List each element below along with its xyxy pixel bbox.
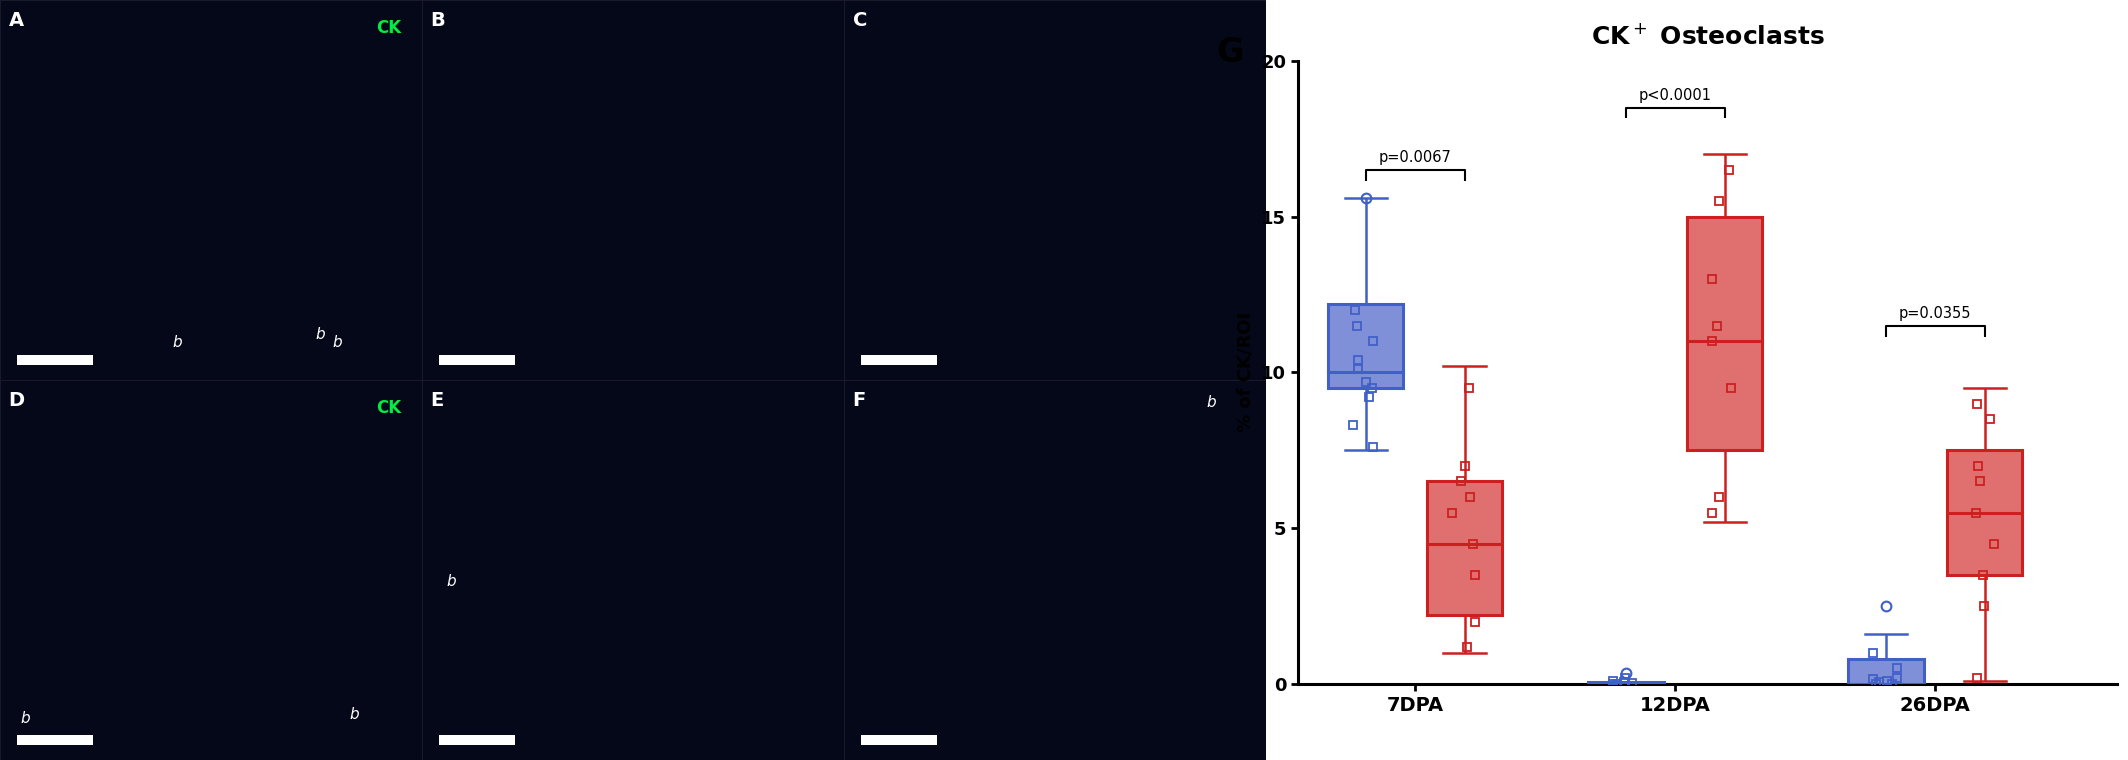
Bar — [845, 0, 1266, 380]
Bar — [1426, 482, 1502, 616]
Text: b: b — [172, 334, 183, 350]
Bar — [862, 736, 936, 745]
Bar — [0, 0, 421, 380]
Text: C: C — [853, 11, 866, 30]
Bar — [17, 736, 94, 745]
Text: A: A — [9, 11, 23, 30]
Bar — [845, 0, 1266, 380]
Text: b: b — [1207, 395, 1215, 410]
Bar — [438, 356, 515, 365]
Bar — [421, 0, 845, 380]
Text: b: b — [315, 327, 326, 342]
Text: b: b — [349, 707, 360, 722]
Text: p=0.0067: p=0.0067 — [1379, 150, 1451, 165]
Text: D: D — [9, 391, 26, 410]
Text: b: b — [332, 334, 343, 350]
Text: G: G — [1215, 36, 1243, 69]
Text: F: F — [853, 391, 866, 410]
Text: CK: CK — [377, 399, 400, 417]
Bar — [862, 356, 936, 365]
Bar — [438, 736, 515, 745]
Bar — [1688, 217, 1762, 450]
Text: p=0.0355: p=0.0355 — [1898, 306, 1971, 321]
Text: B: B — [430, 11, 445, 30]
Y-axis label: % of CK/ROI: % of CK/ROI — [1236, 312, 1253, 432]
Text: E: E — [430, 391, 445, 410]
Bar — [845, 380, 1266, 760]
Bar — [1587, 682, 1664, 684]
Bar — [0, 380, 421, 760]
Title: CK$^+$ Osteoclasts: CK$^+$ Osteoclasts — [1592, 24, 1824, 49]
Text: p<0.0001: p<0.0001 — [1639, 88, 1711, 103]
Text: CK: CK — [377, 19, 400, 37]
Text: b: b — [447, 574, 455, 589]
Bar — [421, 380, 845, 760]
Bar — [17, 356, 94, 365]
Bar — [0, 0, 421, 380]
Bar — [1947, 450, 2022, 575]
Bar — [421, 380, 845, 760]
Bar — [421, 0, 845, 380]
Text: b: b — [21, 711, 30, 726]
Bar — [1328, 304, 1404, 388]
Bar — [845, 380, 1266, 760]
Bar — [0, 380, 421, 760]
Bar — [1847, 659, 1924, 684]
